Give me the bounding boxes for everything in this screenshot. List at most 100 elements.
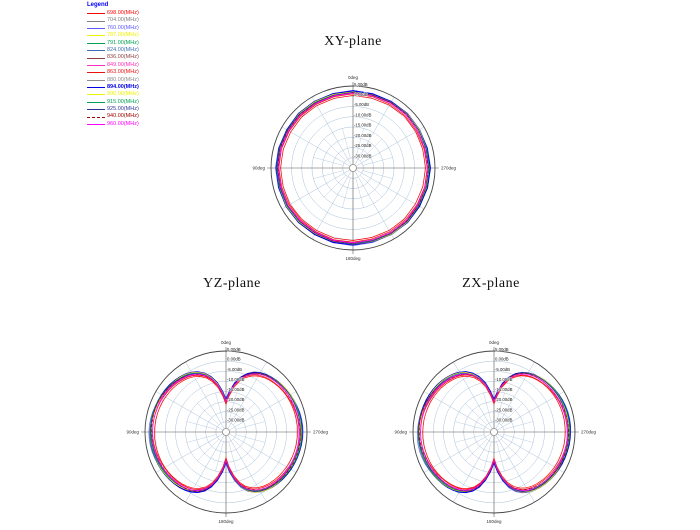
outer-ring <box>144 350 308 514</box>
grid-minor-spoke <box>186 421 217 430</box>
grid-spoke <box>311 96 354 169</box>
grid-minor-spoke <box>323 174 347 198</box>
center-circle <box>222 428 230 436</box>
grid-minor-spoke <box>342 128 351 159</box>
radial-label: -10.00dB <box>354 112 372 117</box>
legend-item: 698.00(MHz) <box>87 10 177 17</box>
grid-minor-spoke <box>359 138 383 162</box>
radial-label: 0.00dB <box>495 357 509 362</box>
grid-minor-spoke <box>215 392 224 423</box>
legend-line-swatch <box>87 72 105 74</box>
series-curve-925.00(MHz) <box>276 92 430 245</box>
grid-spoke <box>352 167 425 210</box>
radial-label: -5.00dB <box>354 102 369 107</box>
legend-line-swatch <box>87 87 105 89</box>
grid-minor-spoke <box>483 392 492 423</box>
grid-minor-spoke <box>454 434 485 443</box>
legend-item-label: 925.00(MHz) <box>107 106 139 113</box>
grid-minor-spoke <box>483 441 492 472</box>
grid-minor-spoke <box>235 434 266 443</box>
radial-label: -25.00dB <box>227 407 245 412</box>
legend-line-swatch <box>87 64 105 66</box>
series-curve-960.00(MHz) <box>420 373 568 491</box>
legend-item-label: 900.00(MHz) <box>107 91 139 98</box>
legend-item: 900.00(MHz) <box>87 91 177 98</box>
series-curve-698.00(MHz) <box>422 375 566 489</box>
grid-minor-spoke <box>454 421 485 430</box>
angle-label-left: 90deg <box>252 166 265 171</box>
legend-item: 824.00(MHz) <box>87 47 177 54</box>
legend-line-swatch <box>87 94 105 96</box>
series-curve-940.00(MHz) <box>418 372 570 492</box>
legend-item-label: 894.00(MHz) <box>107 83 139 90</box>
radial-label: -10.00dB <box>495 377 513 382</box>
center-circle <box>349 164 357 172</box>
legend-item-label: 880.00(MHz) <box>107 76 139 83</box>
radial-label: -15.00dB <box>227 387 245 392</box>
angle-label-right: 270deg <box>441 166 457 171</box>
grid-minor-spoke <box>362 170 393 179</box>
grid-minor-spoke <box>496 392 505 423</box>
legend-item-label: 824.00(MHz) <box>107 46 139 53</box>
legend-item-label: 704.00(MHz) <box>107 17 139 24</box>
legend-item-label: 836.00(MHz) <box>107 54 139 61</box>
legend-line-swatch <box>87 124 105 126</box>
radial-label: -25.00dB <box>495 407 513 412</box>
legend-item-label: 863.00(MHz) <box>107 69 139 76</box>
grid-spoke <box>225 431 297 473</box>
legend-item-label: 849.00(MHz) <box>107 61 139 68</box>
legend-item-label: 915.00(MHz) <box>107 98 139 105</box>
grid-minor-spoke <box>215 441 224 472</box>
legend-line-swatch <box>87 50 105 52</box>
grid-spoke <box>281 167 354 210</box>
legend-item-label: 698.00(MHz) <box>107 10 139 16</box>
outer-ring <box>270 85 436 251</box>
legend-line-swatch <box>87 57 105 59</box>
plot-xy: 5.00dB 0.00dB -5.00dB -10.00dB -15.00dB -20.0… <box>252 75 456 261</box>
grid-minor-spoke <box>235 421 266 430</box>
legend-item: 894.00(MHz) <box>87 84 177 91</box>
legend-line-swatch <box>87 109 105 111</box>
grid-spoke <box>352 96 395 169</box>
grid-minor-spoke <box>355 128 364 159</box>
legend-line-swatch <box>87 79 105 81</box>
grid-spoke <box>155 391 227 433</box>
legend-items: 698.00(MHz) 704.00(MHz) 760.00(MHz) 787.00(… <box>87 10 177 128</box>
grid-minor-spoke <box>323 138 347 162</box>
legend-item-label: 960.00(MHz) <box>107 120 139 127</box>
grid-minor-spoke <box>186 434 217 443</box>
legend-item: 880.00(MHz) <box>87 77 177 84</box>
legend-line-swatch <box>87 27 105 29</box>
series-curve-960.00(MHz) <box>278 92 429 244</box>
grid-spoke <box>423 431 495 473</box>
angle-label-bottom: 180deg <box>486 519 502 524</box>
grid-minor-spoke <box>503 421 534 430</box>
series-curve-698.00(MHz) <box>280 95 426 241</box>
radial-label: -20.00dB <box>354 133 372 138</box>
grid-minor-spoke <box>359 174 383 198</box>
angle-label-top: 0deg <box>221 340 232 345</box>
grid-minor-spoke <box>500 403 523 426</box>
radial-label: -30.00dB <box>495 417 513 422</box>
radial-label: -5.00dB <box>227 367 242 372</box>
grid-minor-spoke <box>362 157 393 166</box>
legend-item: 787.00(MHz) <box>87 32 177 39</box>
grid-minor-spoke <box>197 403 220 426</box>
radial-label: -30.00dB <box>227 417 245 422</box>
legend-line-swatch <box>87 116 105 118</box>
grid-minor-spoke <box>228 392 237 423</box>
grid-minor-spoke <box>503 434 534 443</box>
grid-minor-spoke <box>232 403 255 426</box>
legend-item: 915.00(MHz) <box>87 99 177 106</box>
grid-spoke <box>155 431 227 473</box>
grid-minor-spoke <box>500 438 523 461</box>
grid-spoke <box>311 167 354 240</box>
outer-ring <box>412 350 576 514</box>
legend-item: 849.00(MHz) <box>87 62 177 69</box>
legend-item-label: 787.00(MHz) <box>107 32 139 39</box>
grid-spoke <box>281 126 354 169</box>
legend-line-swatch <box>87 42 105 44</box>
legend-item: 863.00(MHz) <box>87 69 177 76</box>
legend-item-label: 791.00(MHz) <box>107 39 139 46</box>
